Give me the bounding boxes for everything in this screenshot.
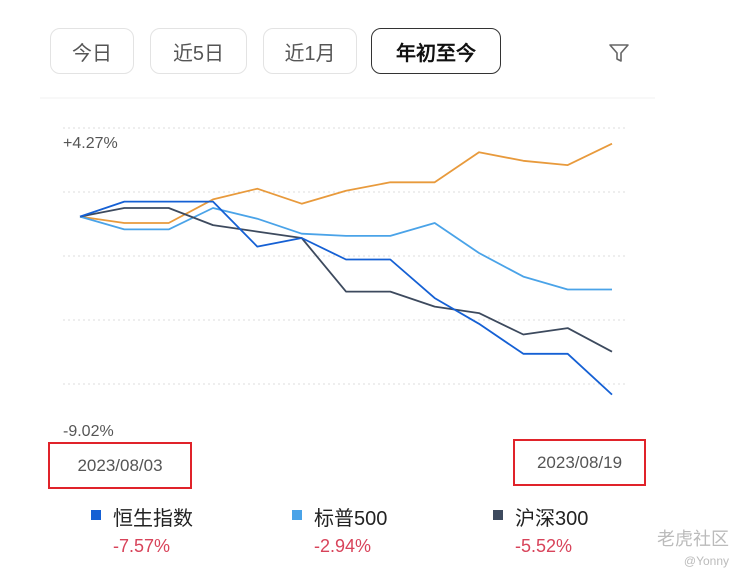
legend-item-hsi[interactable]: 恒生指数 -7.57%	[91, 502, 271, 562]
tab-today[interactable]: 今日	[50, 28, 134, 74]
legend-name: 标普500	[314, 508, 388, 530]
legend-value: -5.52%	[515, 536, 573, 556]
y-max-label: +4.27%	[63, 135, 118, 152]
series-line-2	[79, 207, 613, 353]
watermark-text: 老虎社区	[657, 529, 729, 549]
y-min-label: -9.02%	[63, 423, 114, 440]
tab-ytd[interactable]: 年初至今	[371, 28, 501, 74]
legend-swatch	[292, 510, 302, 520]
series-line-3	[79, 142, 613, 224]
line-chart	[40, 97, 655, 396]
filter-icon[interactable]	[606, 40, 632, 66]
watermark-sub: @Yonny	[683, 554, 729, 568]
legend-value: -7.57%	[113, 536, 171, 556]
legend-value: -2.94%	[314, 536, 372, 556]
legend-item-sp500[interactable]: 标普500 -2.94%	[292, 502, 472, 562]
legend-name: 沪深300	[515, 508, 589, 530]
series-line-1	[79, 207, 612, 291]
tab-1-month[interactable]: 近1月	[263, 28, 357, 74]
series-line-0	[79, 200, 613, 396]
legend-swatch	[91, 510, 101, 520]
start-date-label: 2023/08/03	[48, 442, 192, 489]
legend-name: 恒生指数	[113, 508, 193, 530]
legend-item-csi300[interactable]: 沪深300 -5.52%	[493, 502, 673, 562]
end-date-label: 2023/08/19	[513, 439, 646, 486]
tab-5-days[interactable]: 近5日	[150, 28, 247, 74]
watermark: 老虎社区 @Yonny	[657, 525, 729, 568]
legend-swatch	[493, 510, 503, 520]
